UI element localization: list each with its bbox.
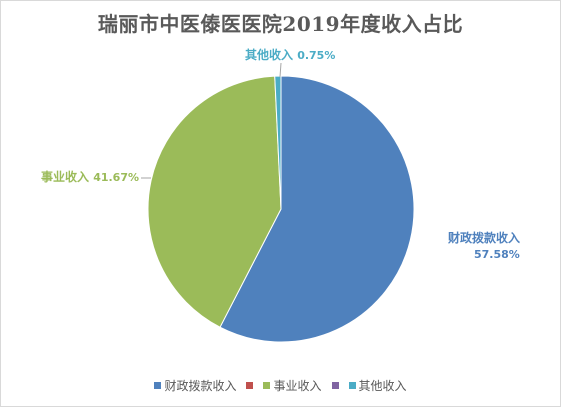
slice-label-3: 其他收入 0.75% [245, 47, 335, 62]
pie-slices [147, 75, 415, 343]
slice-label-2: 事业收入 41.67% [41, 169, 139, 184]
legend-label: 其他收入 [358, 379, 407, 393]
legend-item: 事业收入 [263, 377, 322, 394]
pie-slice-1 [219, 75, 415, 343]
legend-item [331, 382, 339, 389]
slice-label-1: 财政拨款收入 57.58% [447, 230, 520, 261]
legend-swatch [263, 382, 271, 389]
legend-label: 财政拨款收入 [164, 379, 237, 393]
leader-line-3 [279, 62, 282, 78]
pie-slice-2 [147, 75, 282, 328]
legend-item: 其他收入 [348, 377, 407, 394]
legend-swatch [331, 382, 339, 389]
chart-title: 瑞丽市中医傣医医院2019年度收入占比 [97, 12, 464, 36]
legend-swatch [348, 382, 356, 389]
legend-item: 财政拨款收入 [154, 377, 236, 394]
legend-label: 事业收入 [273, 379, 322, 393]
pie-slice-3 [274, 75, 282, 210]
legend-item [246, 382, 254, 389]
slice-labels: 财政拨款收入 57.58% 事业收入 41.67% 其他收入 0.75% [41, 47, 520, 261]
legend-swatch [246, 382, 254, 389]
leader-lines [141, 62, 282, 179]
legend-swatch [154, 382, 162, 389]
legend: 财政拨款收入 事业收入 其他收入 [1, 377, 560, 394]
